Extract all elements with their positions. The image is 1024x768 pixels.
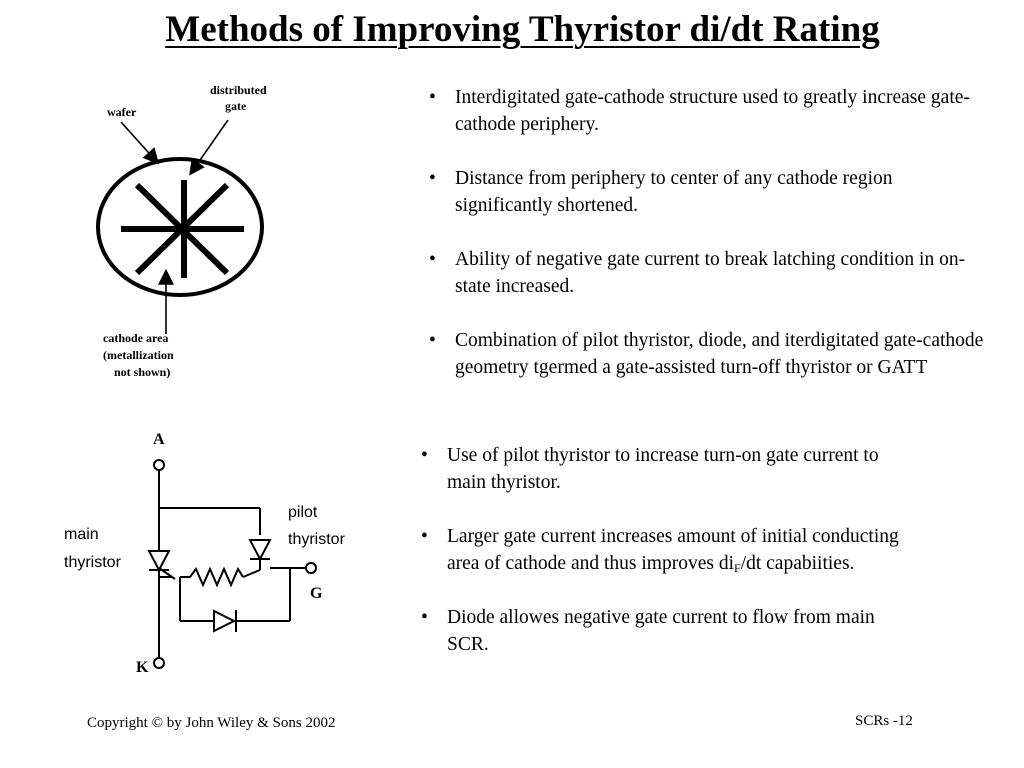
label-gate: gate: [225, 99, 247, 113]
terminal-g: [305, 562, 317, 574]
label-not-shown: not shown): [114, 365, 170, 379]
label-main: main: [64, 526, 99, 543]
wafer-arrow: [120, 121, 160, 165]
bullet-item: Interdigitated gate-cathode structure us…: [429, 84, 989, 138]
terminal-a-label: A: [153, 431, 165, 448]
terminal-g-label: G: [310, 585, 323, 602]
label-cathode-area: cathode area: [103, 331, 168, 345]
bullet-item: Ability of negative gate current to brea…: [429, 246, 989, 300]
label-main-thyristor: thyristor: [64, 554, 122, 571]
bullet-text-tail: /dt capabiities.: [740, 553, 855, 574]
label-wafer: wafer: [107, 105, 137, 119]
bottom-bullet-list: Use of pilot thyristor to increase turn-…: [421, 442, 901, 685]
bullet-item: Combination of pilot thyristor, diode, a…: [429, 327, 989, 381]
slide-title: Methods of Improving Thyristor di/dt Rat…: [165, 9, 880, 50]
resistor-symbol: [180, 566, 244, 588]
bullet-item: Use of pilot thyristor to increase turn-…: [421, 442, 901, 496]
wafer-ellipse: [96, 157, 264, 297]
footer-page-number: SCRs -12: [855, 713, 913, 729]
terminal-a: [153, 459, 165, 471]
distributed-gate-star: [121, 180, 244, 278]
label-metallization: (metallization: [103, 348, 174, 362]
main-thyristor-symbol: [147, 550, 171, 573]
bullet-text: Larger gate current increases amount of …: [447, 526, 899, 574]
footer-copyright: Copyright © by John Wiley & Sons 2002: [87, 715, 336, 731]
gate-arrow: [189, 119, 229, 176]
bullet-item: Diode allowes negative gate current to f…: [421, 604, 901, 658]
subscript-f: F: [734, 561, 741, 575]
wafer-diagram: distributed gate wafer cathode area (met…: [96, 83, 267, 379]
top-bullet-list: Interdigitated gate-cathode structure us…: [429, 84, 989, 408]
bullet-item: Distance from periphery to center of any…: [429, 165, 989, 219]
label-distributed: distributed: [210, 83, 267, 97]
label-pilot: pilot: [288, 504, 318, 521]
terminal-k-label: K: [136, 659, 149, 676]
diode-symbol: [213, 609, 237, 633]
pilot-thyristor-circuit: A G K main thyristor pilot thyristor: [64, 431, 346, 676]
bullet-item: Larger gate current increases amount of …: [421, 523, 901, 577]
terminal-k: [153, 657, 165, 669]
label-pilot-thyristor: thyristor: [288, 531, 346, 548]
pilot-thyristor-symbol: [248, 539, 272, 562]
